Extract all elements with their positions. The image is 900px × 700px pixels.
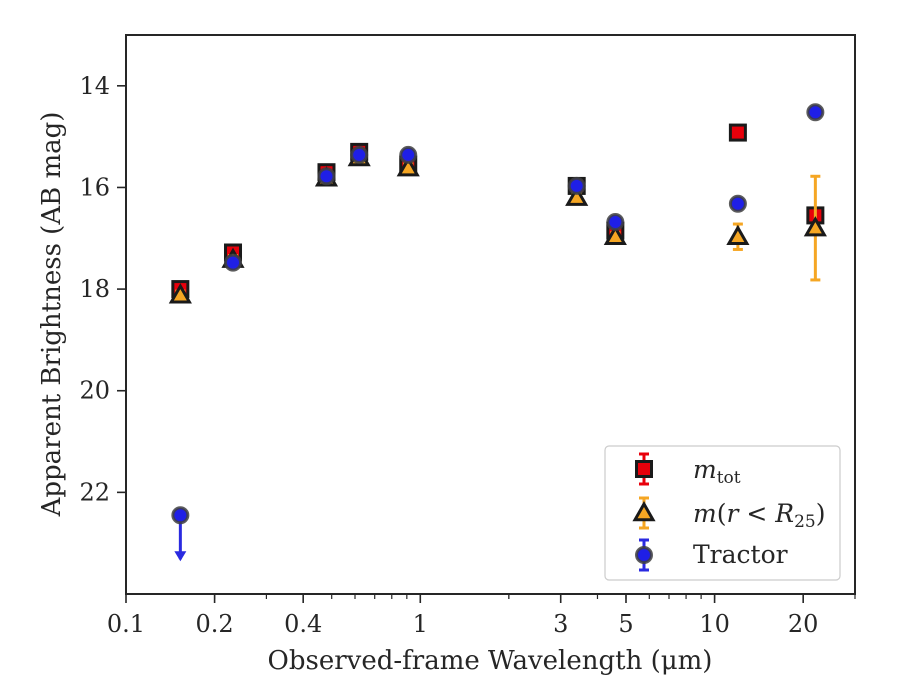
x-tick-label: 5 [618,610,633,638]
x-tick-label: 0.4 [284,610,322,638]
data-point [806,103,825,122]
legend-label-m-r-r25: m(r < R25) [693,499,826,532]
x-tick-label: 0.2 [196,610,234,638]
circle-marker [567,176,586,195]
x-axis-title: Observed-frame Wavelength (μm) [268,646,713,676]
data-point [350,145,369,164]
data-point [728,123,747,142]
data-point [168,283,192,304]
major-ticks [117,85,804,603]
triangle-marker [565,185,589,206]
data-point [567,176,586,195]
y-tick-label: 18 [79,275,110,303]
y-tick-labels: 14 16 18 20 22 [79,72,110,507]
data-point [317,167,336,186]
data-point [606,213,625,232]
y-tick-label: 14 [79,72,110,100]
triangle-marker [803,216,827,237]
legend: mtot m(r < R25) Tractor [604,445,841,581]
x-tick-label: 1 [413,610,428,638]
triangle-marker [726,224,750,245]
legend-swatch-0 [635,452,653,486]
legend-swatch-1 [632,496,656,530]
legend-square-marker [635,460,653,478]
legend-label-m-tot: mtot [693,455,741,488]
data-point [224,253,243,272]
legend-box [604,445,841,581]
triangle-marker [396,156,420,177]
y-tick-label: 20 [79,377,110,405]
legend-swatch-2 [635,538,653,572]
data-point [399,145,418,164]
circle-marker [317,167,336,186]
x-tick-label: 0.1 [107,610,145,638]
data-point [726,222,750,251]
x-tick-label: 20 [788,610,819,638]
x-tick-label: 3 [553,610,568,638]
data-point [603,224,627,245]
plot-frame [125,34,856,595]
circle-marker [806,103,825,122]
y-tick-label: 16 [79,173,110,201]
y-tick-label: 22 [79,478,110,506]
x-tick-label: 10 [699,610,730,638]
legend-label-tractor: Tractor [693,540,788,569]
circle-marker [224,253,243,272]
legend-triangle-marker [632,500,656,522]
square-marker [728,123,747,142]
legend-circle-marker [635,546,653,564]
x-tick-labels: 0.1 0.2 0.4 1 3 5 10 20 [107,610,819,638]
data-point [803,174,827,282]
series-layer [168,103,827,562]
data-point [396,156,420,177]
triangle-marker [603,224,627,245]
y-axis-title: Apparent Brightness (AB mag) [37,112,67,518]
circle-marker [728,194,747,213]
circle-marker [399,145,418,164]
circle-marker [606,213,625,232]
data-point [171,506,190,562]
legend-swatches [632,452,656,572]
series-2 [171,103,825,562]
circle-marker [350,145,369,164]
data-point [728,194,747,213]
upper-limit-arrowhead [174,551,187,562]
circle-marker [171,506,190,525]
triangle-marker [168,283,192,304]
